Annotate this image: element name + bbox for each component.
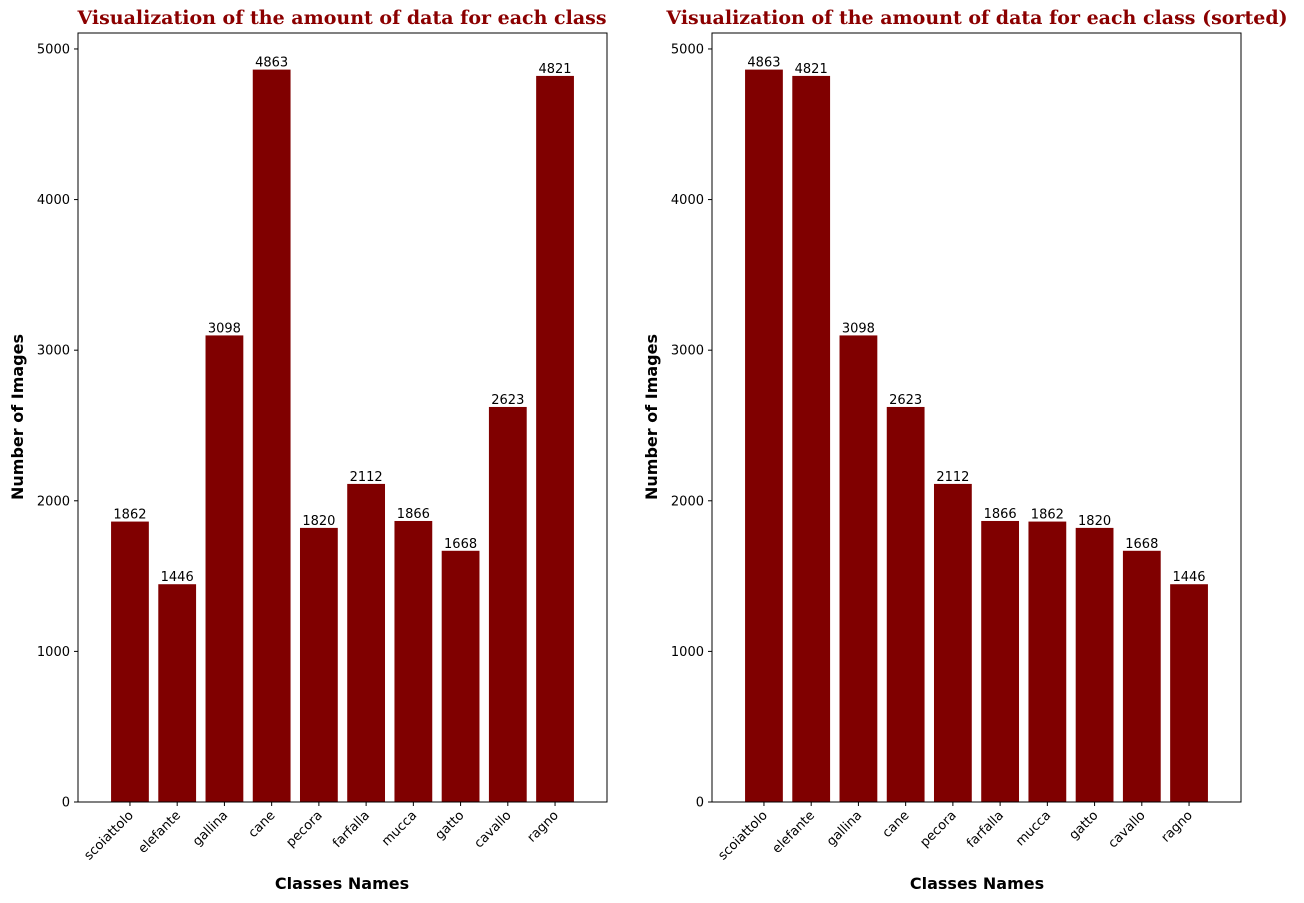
bar: [1122, 550, 1161, 802]
x-tick-label: pecora: [918, 808, 960, 850]
bar: [1075, 527, 1114, 802]
x-tick-label: gatto: [1066, 808, 1101, 843]
bars: [745, 69, 1208, 803]
y-tick-label: 5000: [671, 42, 704, 57]
data-label: 1862: [1031, 508, 1064, 523]
bar: [839, 335, 878, 802]
x-tick-label: gatto: [432, 808, 467, 843]
bar: [252, 69, 291, 803]
y-tick-label: 2000: [37, 494, 70, 509]
data-label: 3098: [208, 321, 241, 336]
chart-unsorted: Visualization of the amount of data for …: [8, 7, 608, 893]
data-label: 1866: [397, 507, 430, 522]
x-tick-label: elefante: [770, 808, 818, 856]
data-label: 1668: [1125, 537, 1158, 552]
y-axis-label: Number of Images: [642, 334, 661, 500]
y-tick-label: 0: [696, 796, 704, 811]
bar: [299, 527, 338, 802]
bar: [347, 483, 386, 802]
y-tick-label: 3000: [671, 344, 704, 359]
bar: [933, 483, 972, 802]
bar: [536, 75, 574, 803]
y-axis-ticks: 0 1000 2000 3000 4000 5000: [671, 42, 712, 811]
x-tick-label: ragno: [1159, 808, 1196, 845]
chart-title: Visualization of the amount of data for …: [665, 7, 1287, 29]
bar: [1170, 584, 1208, 802]
x-axis-label: Classes Names: [910, 874, 1044, 893]
x-axis-label: Classes Names: [275, 874, 409, 893]
x-tick-label: pecora: [284, 808, 326, 850]
x-tick-label: farfalla: [330, 808, 373, 851]
data-label: 1862: [113, 508, 146, 523]
chart-sorted: Visualization of the amount of data for …: [642, 7, 1288, 893]
bar: [792, 75, 831, 803]
y-tick-label: 5000: [37, 42, 70, 57]
x-tick-label: farfalla: [964, 808, 1007, 851]
x-tick-label: scoiattolo: [82, 808, 137, 863]
y-tick-label: 3000: [37, 344, 70, 359]
data-label: 1820: [1078, 514, 1111, 529]
x-tick-label: scoiattolo: [716, 808, 771, 863]
y-tick-label: 1000: [671, 645, 704, 660]
x-tick-label: cane: [880, 808, 913, 841]
x-tick-label: elefante: [136, 808, 184, 856]
bar: [1028, 521, 1067, 802]
x-tick-label: mucca: [1013, 808, 1054, 849]
y-axis-label: Number of Images: [8, 334, 27, 500]
data-label: 4863: [255, 56, 288, 71]
data-label: 1668: [444, 537, 477, 552]
data-label: 1446: [161, 570, 194, 585]
x-tick-label: mucca: [379, 808, 420, 849]
x-tick-label: cavallo: [1106, 808, 1149, 851]
y-tick-label: 4000: [671, 193, 704, 208]
bars: [111, 69, 574, 803]
bar: [158, 584, 197, 802]
data-label: 1820: [302, 514, 335, 529]
x-tick-label: cane: [246, 808, 279, 841]
y-tick-label: 1000: [37, 645, 70, 660]
x-tick-label: ragno: [525, 808, 562, 845]
data-labels: 1862 1446 3098 4863 1820 2112 1866 1668 2623 4821: [113, 56, 571, 586]
y-axis-ticks: 0 1000 2000 3000 4000 5000: [37, 42, 78, 811]
data-label: 1446: [1172, 570, 1205, 585]
chart-title: Visualization of the amount of data for …: [76, 7, 606, 29]
bar: [111, 521, 149, 802]
plot-frame: [77, 32, 608, 803]
bar: [886, 406, 925, 802]
x-tick-label: gallina: [190, 808, 231, 849]
plot-frame: [711, 32, 1242, 803]
bar: [441, 550, 480, 802]
data-label: 4821: [538, 62, 571, 77]
bar: [981, 520, 1020, 802]
bar: [745, 69, 783, 803]
data-label: 2112: [936, 470, 969, 485]
data-label: 3098: [842, 321, 875, 336]
x-tick-label: cavallo: [472, 808, 515, 851]
data-label: 1866: [984, 507, 1017, 522]
y-tick-label: 4000: [37, 193, 70, 208]
bar: [488, 406, 527, 802]
x-tick-label: gallina: [824, 808, 865, 849]
bar: [205, 335, 244, 802]
data-label: 4863: [747, 56, 780, 71]
data-label: 4821: [795, 62, 828, 77]
y-tick-label: 2000: [671, 494, 704, 509]
data-labels: 4863 4821 3098 2623 2112 1866 1862 1820 1668 1446: [747, 56, 1205, 586]
data-label: 2623: [889, 393, 922, 408]
y-tick-label: 0: [62, 796, 70, 811]
data-label: 2112: [350, 470, 383, 485]
bar: [394, 520, 433, 802]
data-label: 2623: [491, 393, 524, 408]
